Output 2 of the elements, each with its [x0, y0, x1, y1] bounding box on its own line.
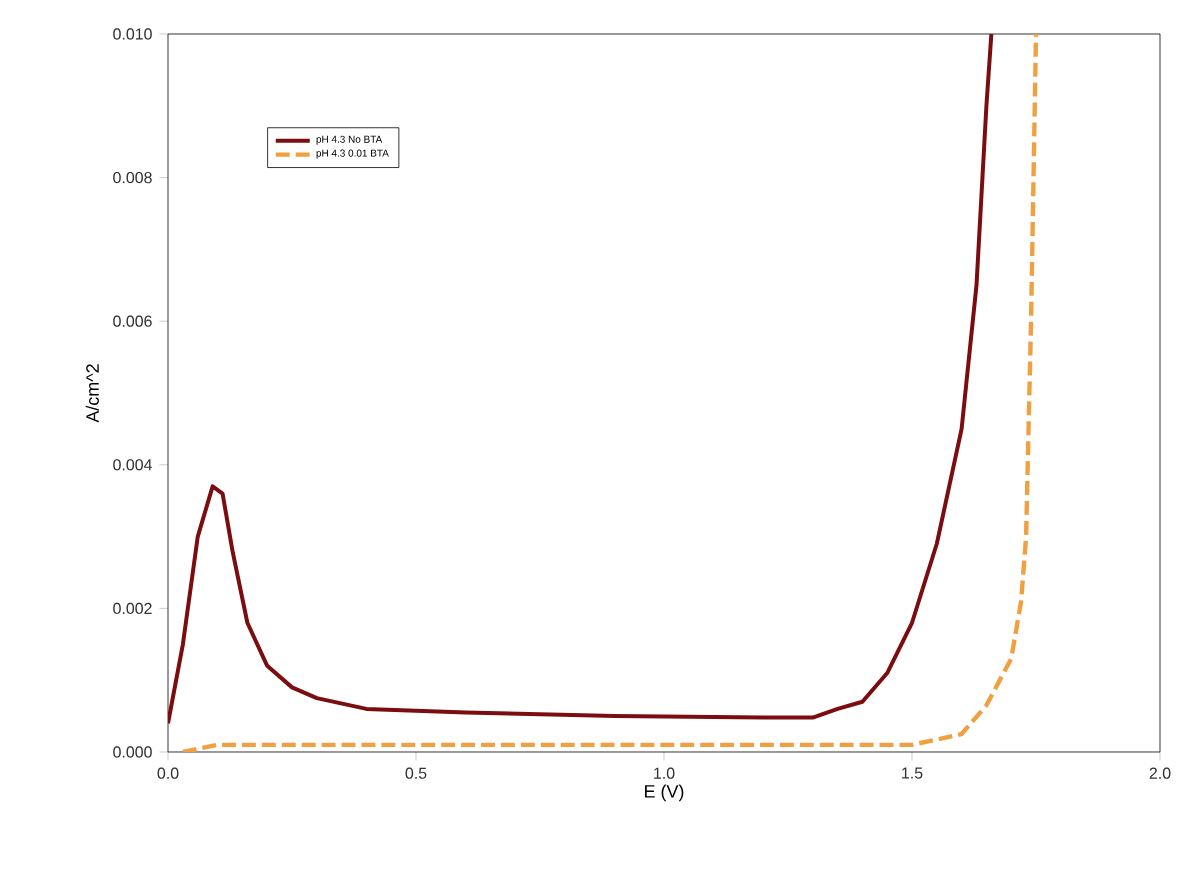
y-axis-title: A/cm^2 — [85, 364, 99, 423]
x-axis-title: E (V) — [645, 784, 684, 802]
